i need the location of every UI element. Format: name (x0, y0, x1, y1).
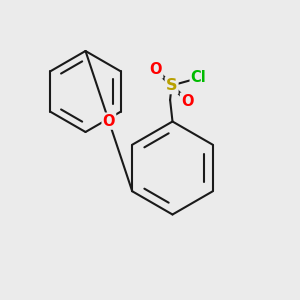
Text: Cl: Cl (191, 70, 206, 86)
Text: O: O (150, 62, 162, 77)
Text: O: O (181, 94, 194, 109)
Text: O: O (103, 114, 115, 129)
Text: S: S (166, 78, 177, 93)
